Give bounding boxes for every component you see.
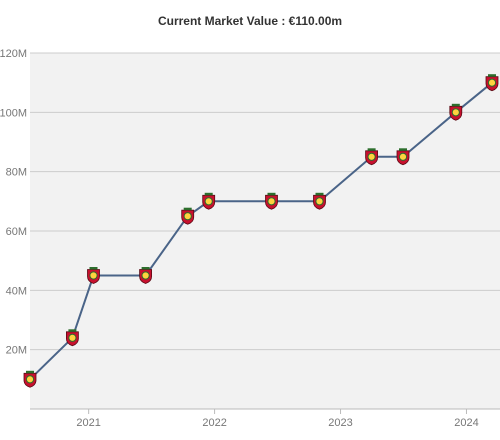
y-tick-label: 20M xyxy=(6,345,27,357)
x-tick-label: 2022 xyxy=(202,417,226,429)
club-crest-icon[interactable] xyxy=(181,207,195,225)
chart-title: Current Market Value : €110.00m xyxy=(157,14,343,28)
club-crest-icon[interactable] xyxy=(265,192,278,210)
y-tick-label: 60M xyxy=(6,226,27,238)
club-crest-icon[interactable] xyxy=(313,192,326,210)
gridlines xyxy=(30,52,500,351)
club-crest-icon[interactable] xyxy=(485,74,499,92)
x-axis-ticks: 2021 2022 2023 2024 xyxy=(76,409,479,429)
club-crest-icon[interactable] xyxy=(87,267,100,284)
y-tick-label: 100M xyxy=(0,107,27,119)
y-tick-label: 40M xyxy=(6,285,27,297)
y-tick-label: 120M xyxy=(0,48,27,60)
club-crest-icon[interactable] xyxy=(396,148,410,166)
club-crest-icon[interactable] xyxy=(66,329,79,347)
club-crest-icon[interactable] xyxy=(23,370,37,388)
x-tick-label: 2023 xyxy=(328,417,352,429)
club-crest-icon[interactable] xyxy=(139,267,153,284)
x-tick-label: 2021 xyxy=(76,417,100,429)
data-markers xyxy=(23,74,499,388)
y-tick-label: 80M xyxy=(6,167,27,179)
club-crest-icon[interactable] xyxy=(449,103,463,121)
x-tick-label: 2024 xyxy=(454,417,478,429)
y-axis-ticks: 20M 40M 60M 80M 100M 120M xyxy=(0,48,27,357)
club-crest-icon[interactable] xyxy=(202,192,216,210)
club-crest-icon[interactable] xyxy=(365,148,379,166)
series-line xyxy=(29,81,493,381)
